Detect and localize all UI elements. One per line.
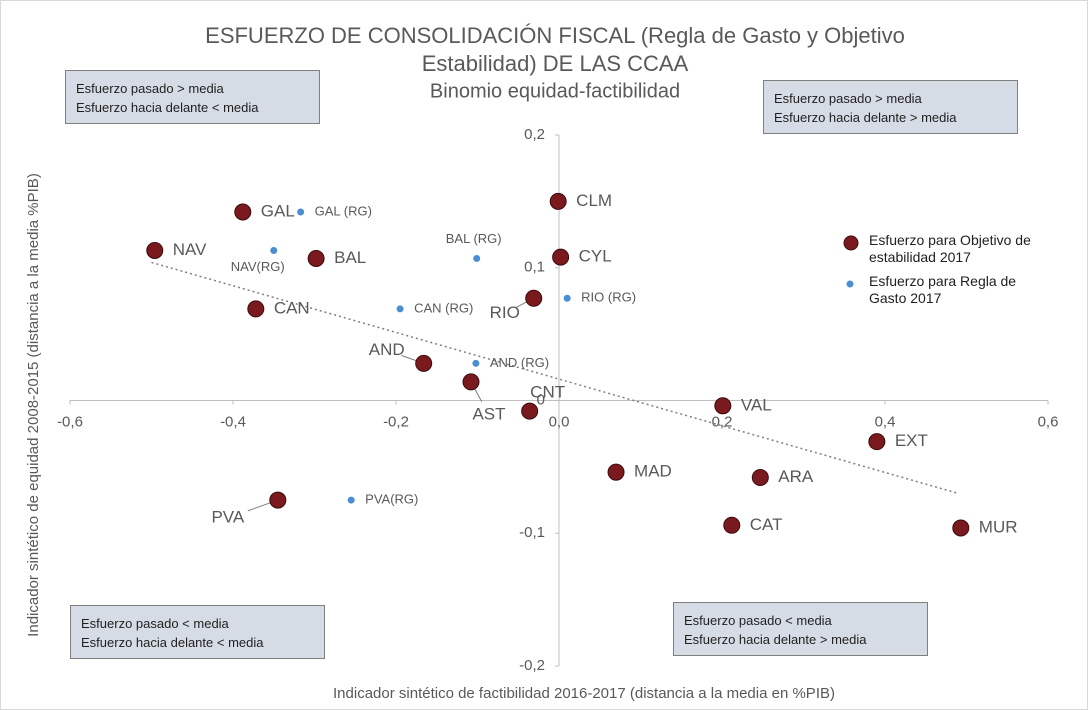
point-label: CAN (RG) [414,300,473,315]
point [472,359,480,367]
point-label: AND [369,340,405,359]
point-label: CLM [576,191,612,210]
trendline [151,261,959,495]
x-tick-label: -0,2 [383,413,409,430]
quadrant-text: Esfuerzo hacia delante > media [774,110,957,125]
point [521,402,539,420]
point [269,491,287,509]
point [146,241,164,259]
point [247,300,265,318]
point [473,254,481,262]
legend-label: Esfuerzo para Regla de Gasto 2017 [869,273,1017,306]
point-label: MAD [634,462,672,481]
quadrant-text: Esfuerzo pasado > media [76,81,224,96]
point-label: AND (RG) [490,355,549,370]
x-tick-label: 0,4 [875,413,896,430]
point-label: CAN [274,298,310,317]
x-tick-label: -0,6 [57,413,83,430]
point [868,433,886,451]
point-label: PVA [211,508,244,527]
y-axis-title: Indicador sintético de equidad 2008-2015… [25,173,42,637]
y-tick-label: -0,2 [519,657,545,674]
point [552,248,570,266]
point-label: AST [472,404,505,423]
x-tick-label: 0,0 [549,413,570,430]
y-tick-label: -0,1 [519,524,545,541]
point-label: EXT [895,431,928,450]
point [462,373,480,391]
point [525,289,543,307]
point [723,516,741,534]
point [234,203,252,221]
point-label: CYL [579,247,612,266]
point-label: BAL [334,248,366,267]
point-label: ARA [778,467,814,486]
y-tick-label: 0,1 [524,259,545,276]
y-tick-label: 0 [537,391,545,408]
quadrant-box: Esfuerzo pasado > media Esfuerzo hacia de… [763,80,1018,134]
point-label: NAV(RG) [231,259,285,274]
quadrant-text: Esfuerzo pasado < media [684,613,832,628]
point-label: CNT [530,383,565,402]
point [396,305,404,313]
point-label: CAT [750,515,783,534]
point-label: RIO (RG) [581,290,636,305]
point [952,519,970,537]
point [415,354,433,372]
point [714,397,732,415]
point [270,246,278,254]
quadrant-box: Esfuerzo pasado > media Esfuerzo hacia de… [65,70,320,124]
quadrant-text: Esfuerzo hacia delante < media [81,635,264,650]
quadrant-text: Esfuerzo pasado > media [774,91,922,106]
legend-marker [846,280,854,288]
point [751,468,769,486]
x-tick-label: 0,6 [1038,413,1059,430]
quadrant-box: Esfuerzo pasado < media Esfuerzo hacia de… [673,602,928,656]
point [549,192,567,210]
x-tick-label: 0,2 [712,413,733,430]
x-tick-label: -0,4 [220,413,246,430]
point-label: NAV [173,240,207,259]
quadrant-text: Esfuerzo pasado < media [81,616,229,631]
point [307,249,325,267]
point [607,463,625,481]
quadrant-text: Esfuerzo hacia delante > media [684,632,867,647]
chart-subtitle: Binomio equidad-factibilidad [430,80,680,102]
quadrant-text: Esfuerzo hacia delante < media [76,100,259,115]
y-tick-label: 0,2 [524,126,545,143]
point [563,294,571,302]
point [347,496,355,504]
chart-title: ESFUERZO DE CONSOLIDACIÓN FISCAL (Regla … [205,23,905,48]
chart-title: Estabilidad) DE LAS CCAA [422,51,689,76]
x-axis-title: Indicador sintético de factibilidad 2016… [333,685,835,702]
point-label: BAL (RG) [446,231,502,246]
legend-marker [843,235,859,251]
point-label: PVA(RG) [365,492,418,507]
point-label: RIO [490,303,520,322]
point-label: GAL [261,201,295,220]
legend-label: Esfuerzo para Objetivo de estabilidad 20… [869,232,1031,265]
point-label: GAL (RG) [315,203,372,218]
point-label: MUR [979,517,1018,536]
point [297,208,305,216]
point-label: VAL [741,395,772,414]
quadrant-box: Esfuerzo pasado < media Esfuerzo hacia de… [70,605,325,659]
